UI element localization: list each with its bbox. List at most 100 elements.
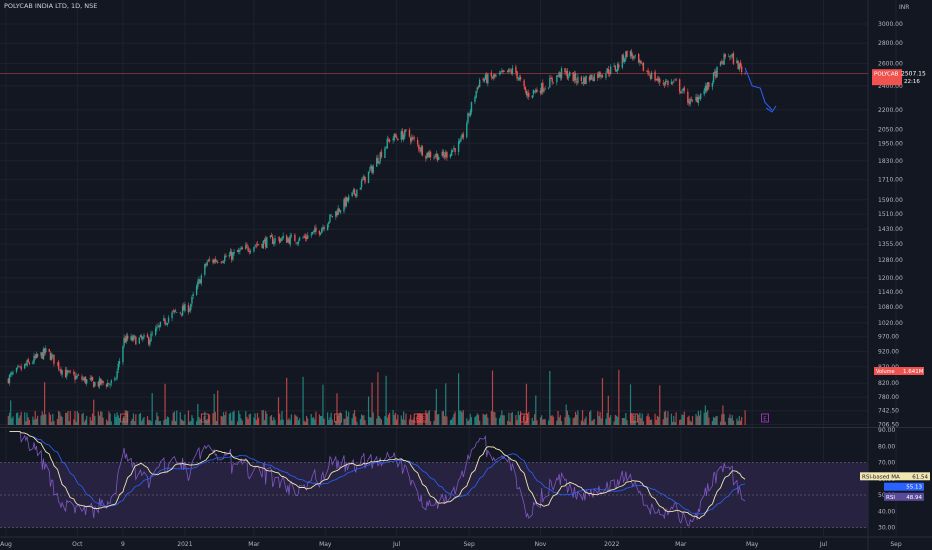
volume-bar: [263, 420, 266, 425]
volume-bar: [418, 413, 420, 425]
candle-body: [247, 246, 249, 251]
volume-bar: [607, 395, 609, 425]
last-price-tag: [872, 69, 902, 86]
price-tick-label: 820.00: [878, 380, 899, 387]
candle-body: [50, 354, 53, 360]
volume-bar: [246, 416, 248, 425]
volume-bar: [131, 418, 133, 425]
candle-body: [728, 56, 730, 57]
volume-bar: [302, 376, 304, 425]
candle-body: [426, 152, 428, 159]
volume-bar: [344, 418, 346, 425]
candle-body: [590, 74, 592, 80]
candle-body: [446, 152, 448, 158]
volume-bar: [91, 413, 94, 425]
candle-body: [576, 81, 578, 83]
volume-bar: [36, 415, 39, 425]
candle-body: [101, 380, 103, 383]
candle-body: [606, 68, 608, 73]
volume-bar: [551, 415, 553, 425]
candle-body: [466, 123, 468, 138]
volume-bar: [164, 383, 166, 425]
candle-body: [400, 131, 402, 140]
symbol-title[interactable]: POLYCAB INDIA LTD, 1D, NSE: [4, 2, 98, 10]
volume-bar: [266, 413, 268, 425]
candle-body: [338, 209, 341, 212]
volume-bar: [217, 390, 219, 425]
volume-bar: [588, 411, 591, 425]
volume-bar: [208, 414, 211, 425]
candle-body: [524, 86, 526, 91]
candle-body: [597, 73, 599, 78]
candle-body: [574, 73, 577, 81]
candle-body: [311, 231, 314, 235]
volume-bar: [343, 418, 345, 425]
volume-bar: [346, 416, 349, 425]
volume-bar: [262, 410, 264, 425]
volume-bar: [18, 418, 20, 425]
volume-bar: [387, 414, 390, 425]
volume-bar: [73, 419, 75, 425]
candle-body: [212, 260, 214, 263]
candle-body: [621, 54, 624, 68]
candle-body: [147, 337, 150, 345]
volume-bar: [204, 411, 206, 425]
volume-bar: [732, 420, 735, 425]
candle-body: [515, 66, 517, 73]
price-tick-label: 1355.00: [878, 241, 903, 248]
candle-body: [360, 180, 363, 188]
candle-body: [33, 355, 35, 363]
candle-body: [484, 74, 487, 80]
candle-body: [593, 74, 595, 82]
candle-body: [443, 154, 446, 158]
candle-body: [257, 244, 260, 245]
volume-bar: [517, 411, 519, 425]
volume-bar: [51, 421, 53, 425]
volume-bar: [649, 419, 652, 425]
candle-body: [190, 304, 192, 311]
candle-body: [274, 238, 276, 243]
earnings-marker-box: [419, 413, 428, 423]
candle-body: [654, 71, 656, 81]
volume-bar: [487, 417, 489, 425]
rsi-blue-tag-bg: [884, 482, 924, 491]
candle-body: [724, 54, 726, 57]
candle-body: [377, 157, 379, 164]
earnings-marker-label: E: [763, 417, 767, 423]
candle-body: [8, 374, 11, 384]
volume-bar: [238, 410, 240, 425]
volume-bar: [196, 420, 198, 425]
volume-bar: [45, 414, 47, 425]
earnings-marker-box: [520, 413, 528, 423]
candle-body: [674, 79, 676, 81]
candle-body: [319, 232, 322, 235]
candle-body: [174, 310, 177, 312]
candle-body: [97, 381, 100, 387]
rsi-ma-tag-name: RSI-based MA: [862, 474, 900, 480]
candle-body: [132, 335, 135, 340]
time-tick-label: Oct: [72, 541, 83, 548]
price-tick-label: 920.00: [878, 348, 899, 355]
price-tick-label: 1140.00: [878, 289, 903, 296]
volume-bar: [525, 383, 528, 425]
candle-body: [359, 187, 362, 190]
candle-body: [135, 336, 137, 345]
volume-bar: [12, 416, 14, 425]
volume-bar: [642, 421, 644, 425]
candle-body: [12, 372, 14, 374]
candle-body: [404, 129, 406, 137]
volume-bar: [312, 417, 315, 425]
candle-body: [303, 236, 305, 238]
candle-body: [418, 144, 420, 150]
candle-body: [663, 83, 666, 86]
candle-body: [712, 72, 715, 83]
candle-body: [269, 235, 272, 238]
candle-body: [228, 254, 231, 257]
time-tick-label: May: [319, 541, 332, 548]
volume-bar: [176, 410, 178, 425]
candle-body: [200, 275, 203, 283]
candle-body: [470, 102, 473, 113]
candle-body: [616, 63, 619, 72]
